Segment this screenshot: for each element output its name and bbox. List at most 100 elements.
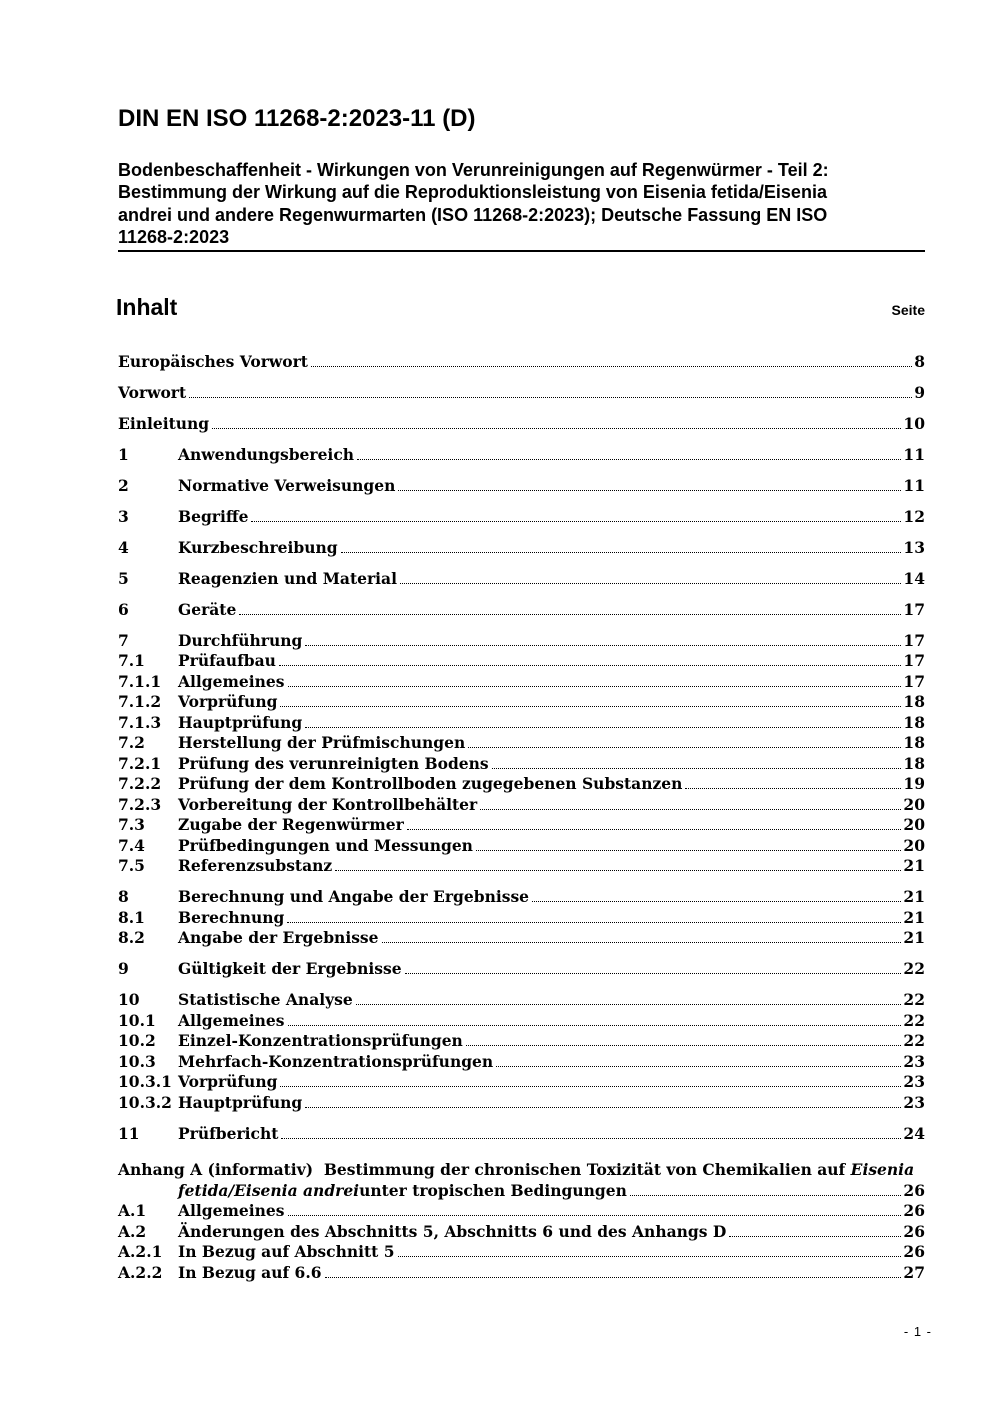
toc-entry-label-text: unter tropischen Bedingungen [359,1180,627,1200]
toc-entry-page: 23 [903,1072,925,1091]
toc-dotted-leader [404,973,902,974]
toc-dotted-leader [212,427,902,429]
toc-entry-number: 4 [118,537,129,557]
toc-entry-label: In Bezug auf Abschnitt 5 [178,1242,395,1261]
horizontal-rule [118,250,925,253]
toc-entry: 11 Prüfbericht 24 [118,1124,925,1145]
toc-entry: Anhang A (informativ) Bestimmung der chr… [118,1160,925,1201]
toc-entry-label: Reagenzien und Material [178,568,397,588]
toc-dotted-leader [399,582,902,584]
toc-entry-number: A.2 [118,1221,147,1241]
toc-entry-label-italic: fetida/Eisenia andrei [178,1180,360,1200]
toc-entry-page: 22 [903,1031,925,1050]
toc-dotted-leader [189,396,913,398]
toc-entry: Europäisches Vorwort 8 [118,352,925,373]
toc-entry-number: 10 [118,990,140,1009]
toc-entry-page: 9 [914,382,925,402]
toc-entry-label: Einleitung [118,413,210,433]
toc-entry-page: 17 [903,630,925,650]
toc-dotted-leader [239,613,902,615]
toc-entry-number: 7.3 [118,815,145,834]
toc-list: Europäisches Vorwort 8 Vorwort 9 Einleitung 1… [118,341,925,1283]
toc-entry-label: Geräte [178,599,237,619]
toc-heading: Inhalt [116,294,178,320]
toc-entry-label: Begriffe [178,506,249,526]
toc-entry-label: Durchführung [178,630,303,650]
toc-dotted-leader [278,665,902,666]
toc-entry-label: Einzel-Konzentrationsprüfungen [178,1031,463,1050]
toc-dotted-leader [287,1215,902,1216]
toc-entry-page: 18 [903,733,925,752]
toc-entry-label: Kurzbeschreibung [178,537,338,557]
toc-entry-number: 6 [118,599,129,619]
toc-entry-annex-line1: Anhang A (informativ) Bestimmung der chr… [118,1160,925,1181]
toc-entry-label: Vorwort [118,382,187,402]
toc-entry-page: 18 [903,712,925,732]
toc-dotted-leader [468,747,902,748]
toc-dotted-leader [491,767,902,769]
toc-entry-page: 18 [903,753,925,773]
toc-entry-label: Vorbereitung der Kontrollbehälter [178,794,478,814]
toc-entry: 10.3.2 Hauptprüfung 23 [118,1093,925,1114]
toc-entry-number: 7.1.2 [118,692,162,711]
toc-entry-page: 13 [903,537,925,557]
toc-dotted-leader [475,849,902,851]
toc-entry-page: 21 [903,907,925,927]
toc-entry-page: 21 [903,928,925,947]
toc-dotted-leader [629,1194,902,1196]
toc-entry: 7.3 Zugabe der Regenwürmer 20 [118,815,925,836]
toc-entry-page: 26 [903,1180,925,1200]
toc-entry: 7.2.3 Vorbereitung der Kontrollbehälter 20 [118,795,925,816]
toc-entry-number: 11 [118,1123,140,1143]
toc-entry-label: Normative Verweisungen [178,475,396,495]
toc-entry-number: 10.3 [118,1051,156,1071]
toc-dotted-leader [310,365,913,367]
toc-entry-number: 10.3.1 [118,1072,172,1091]
toc-entry-number: 10.1 [118,1010,156,1030]
toc-entry-number: A.1 [118,1201,147,1220]
toc-dotted-leader [357,458,902,460]
toc-entry-label: Prüfaufbau [178,651,276,670]
toc-entry-label: Angabe der Ergebnisse [178,928,379,947]
toc-entry-number: 5 [118,568,129,588]
doc-title-line: 11268-2:2023 [118,227,230,248]
toc-entry-label: Allgemeines [178,671,285,691]
toc-dotted-leader [305,1106,902,1108]
toc-entry-label: Hauptprüfung [178,712,303,732]
toc-dotted-leader [480,808,902,810]
toc-entry: A.2.1 In Bezug auf Abschnitt 5 26 [118,1242,925,1263]
toc-entry-label: Berechnung und Angabe der Ergebnisse [178,887,530,906]
toc-entry-label: Statistische Analyse [178,990,353,1009]
toc-entry: 7.2 Herstellung der Prüfmischungen 18 [118,733,925,754]
toc-entry: 10.2 Einzel-Konzentrationsprüfungen 22 [118,1031,925,1052]
toc-entry: 10.1 Allgemeines 22 [118,1011,925,1032]
toc-entry-page: 24 [903,1123,925,1143]
toc-entry-label: Prüfung der dem Kontrollboden zugegebene… [178,774,683,793]
toc-entry: 7.1.1 Allgemeines 17 [118,672,925,693]
toc-entry-label: Vorprüfung [178,692,278,711]
toc-entry-number: 7.1.3 [118,712,162,732]
toc-entry-number: 8.2 [118,928,145,947]
toc-dotted-leader [406,829,902,830]
toc-entry: 7.2.2 Prüfung der dem Kontrollboden zugeg… [118,774,925,795]
toc-entry-label: Referenzsubstanz [178,856,333,875]
toc-entry-page: 8 [914,351,925,371]
toc-entry-label: Prüfbericht [178,1123,279,1143]
toc-entry-label: Allgemeines [178,1201,285,1220]
toc-dotted-leader [340,551,902,553]
toc-dotted-leader [280,706,902,707]
toc-dotted-leader [398,489,902,491]
toc-dotted-leader [355,1004,902,1005]
toc-entry-label: Mehrfach-Konzentrationsprüfungen [178,1051,494,1071]
toc-entry-number: 7.5 [118,856,145,875]
toc-entry: 8 Berechnung und Angabe der Ergebnisse 21 [118,887,925,908]
toc-entry: 7 Durchführung 17 [118,631,925,652]
toc-entry-page: 20 [903,794,925,814]
toc-entry: 8.1 Berechnung 21 [118,908,925,929]
toc-dotted-leader [729,1235,902,1237]
toc-entry-page: 18 [903,692,925,711]
toc-header: Inhalt Seite [116,294,925,320]
toc-entry-page: 14 [903,568,925,588]
toc-entry-page: 10 [903,413,925,433]
